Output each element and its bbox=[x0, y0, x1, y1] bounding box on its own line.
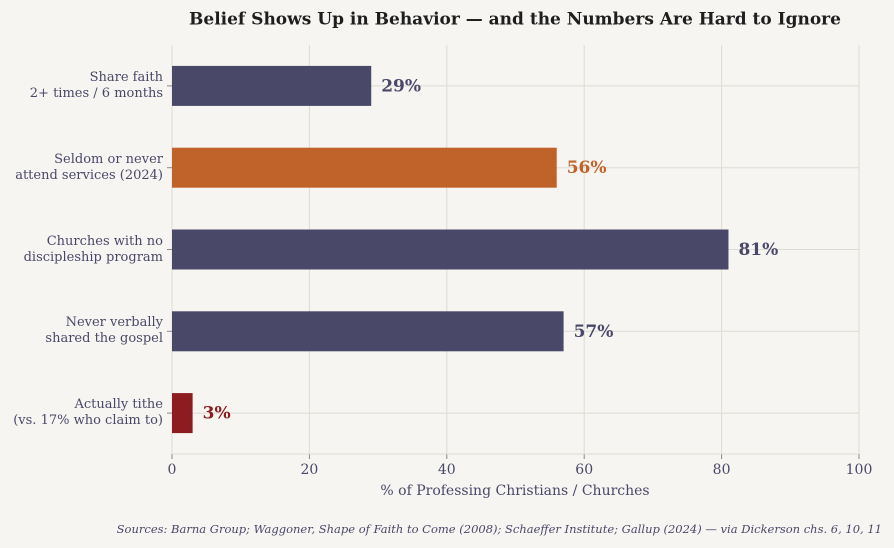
bar bbox=[172, 311, 564, 352]
y-tick-label: Seldom or never attend services (2024) bbox=[15, 151, 163, 183]
value-label: 29% bbox=[381, 76, 421, 96]
bar bbox=[172, 393, 193, 434]
value-label: 56% bbox=[567, 158, 607, 178]
source-note: Sources: Barna Group; Waggoner, Shape of… bbox=[117, 522, 882, 536]
value-label: 57% bbox=[574, 322, 614, 342]
value-label: 81% bbox=[738, 240, 778, 260]
y-tick-label: Actually tithe (vs. 17% who claim to) bbox=[13, 397, 163, 429]
x-axis-label: % of Professing Christians / Churches bbox=[380, 483, 649, 499]
y-tick-label: Share faith 2+ times / 6 months bbox=[29, 69, 163, 101]
bar bbox=[172, 147, 557, 188]
x-tick-label: 100 bbox=[846, 462, 873, 478]
x-tick-label: 0 bbox=[168, 462, 177, 478]
y-tick-label: Churches with no discipleship program bbox=[23, 233, 163, 265]
bar bbox=[172, 65, 372, 106]
x-tick-label: 80 bbox=[713, 462, 731, 478]
bar bbox=[172, 229, 729, 270]
y-tick-label: Never verbally shared the gospel bbox=[45, 315, 163, 347]
x-tick-label: 20 bbox=[300, 462, 318, 478]
chart-title: Belief Shows Up in Behavior — and the Nu… bbox=[189, 10, 841, 30]
x-tick-label: 60 bbox=[575, 462, 593, 478]
x-tick-label: 40 bbox=[438, 462, 456, 478]
value-label: 3% bbox=[203, 404, 231, 424]
